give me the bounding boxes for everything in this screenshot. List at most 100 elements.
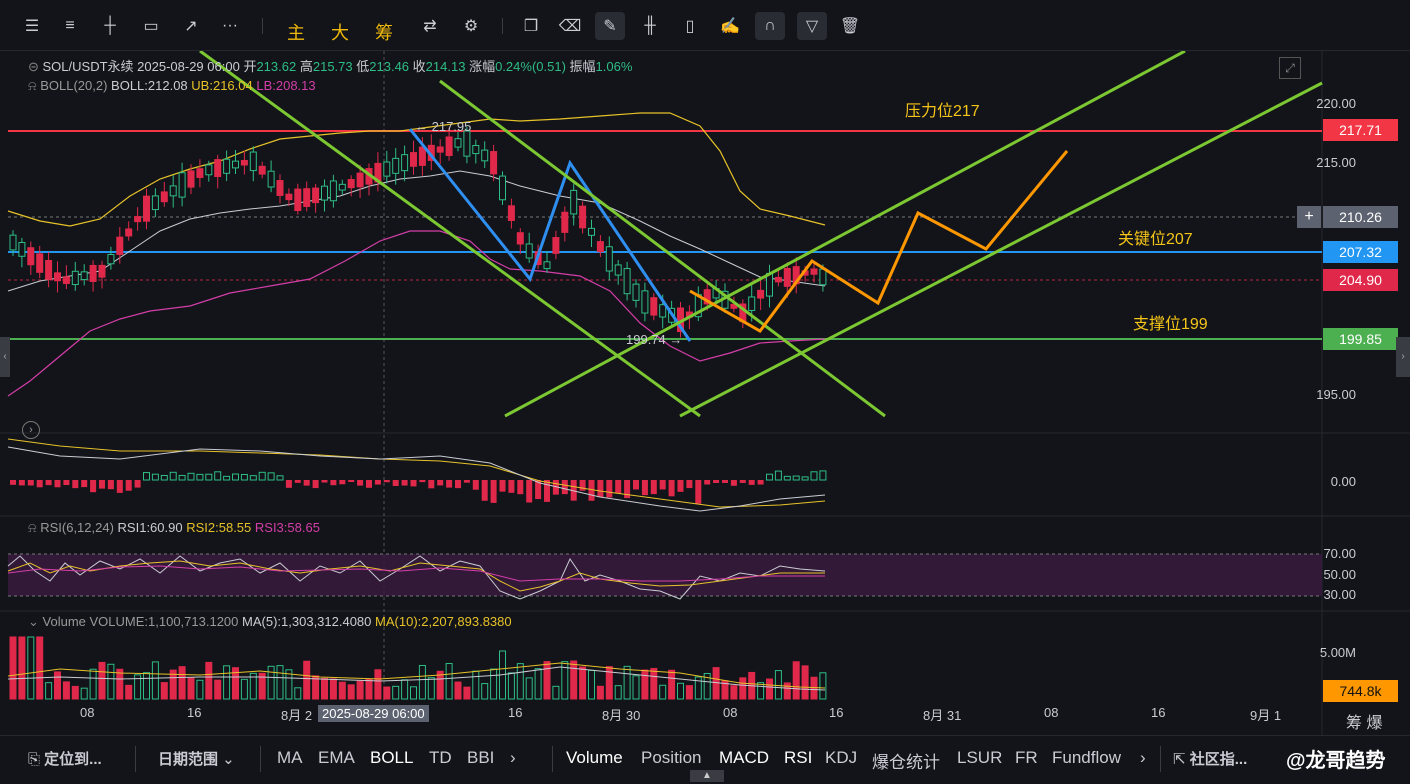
date-range-button[interactable]: 日期范围 ⌄: [158, 748, 235, 769]
volume-bar: [205, 661, 213, 700]
volume-bar: [321, 677, 328, 700]
candle-body: [703, 289, 711, 305]
indicator-bbi[interactable]: BBI: [467, 748, 495, 767]
community-button[interactable]: ⇱ 社区指...: [1173, 748, 1247, 769]
high-marker: ← 217.95: [415, 119, 472, 134]
list-icon[interactable]: ≡: [65, 17, 75, 34]
edit-icon[interactable]: ✍: [720, 18, 740, 35]
magnet-icon[interactable]: ∩: [755, 12, 785, 40]
candle-body: [463, 130, 471, 157]
volume-tag: 744.8k: [1323, 680, 1398, 702]
clipboard-icon[interactable]: ▯: [685, 18, 695, 35]
chart-canvas[interactable]: [0, 51, 1410, 735]
volume-bar: [757, 682, 765, 700]
volume-bar: [267, 665, 275, 700]
candle-body: [810, 268, 818, 275]
volume-bar: [338, 681, 346, 700]
fullscreen-icon[interactable]: ⤢: [1279, 57, 1301, 79]
indicator-kdj[interactable]: KDJ: [825, 748, 858, 767]
volume-bar: [392, 685, 400, 700]
volume-bar: [525, 677, 533, 700]
bell-icon[interactable]: ⍾: [28, 78, 41, 93]
collapse-icon[interactable]: ⊝: [28, 59, 43, 74]
trend-tool-icon[interactable]: ↗: [184, 18, 198, 35]
indicator-fundflow[interactable]: Fundflow: [1052, 748, 1121, 767]
price-axis-label: 195.00: [1316, 387, 1356, 402]
candle-body: [45, 260, 53, 280]
crosshair-time-label: 2025-08-29 06:00: [318, 705, 429, 722]
chips-button[interactable]: 筹: [375, 23, 393, 43]
filter-icon[interactable]: ▽: [797, 12, 827, 40]
indicator-fr[interactable]: FR: [1015, 748, 1038, 767]
swap-icon[interactable]: ⇄: [423, 18, 437, 35]
indicator-volume[interactable]: Volume: [566, 748, 623, 767]
high-value: 215.73: [312, 59, 353, 74]
locate-button[interactable]: ⎘ 定位到...: [28, 748, 102, 769]
main-indicator-button[interactable]: 主: [287, 23, 305, 43]
chips-burst-label[interactable]: 筹 爆: [1346, 715, 1383, 732]
horizontal-line-icon[interactable]: ┼: [104, 17, 116, 34]
menu-icon[interactable]: ☰: [24, 18, 40, 35]
indicator-rsi[interactable]: RSI: [784, 748, 813, 767]
macd-bar: [695, 480, 702, 504]
collapse-panel-icon[interactable]: ▲: [690, 770, 724, 782]
copy-icon[interactable]: ❐: [523, 18, 539, 35]
add-alert-icon[interactable]: +: [1297, 206, 1321, 228]
eraser-icon[interactable]: ⌫: [558, 18, 582, 35]
time-axis-label: 16: [1151, 705, 1166, 720]
chevron-right-icon[interactable]: ›: [1140, 748, 1146, 767]
rsi-bell-icon[interactable]: ⍾: [28, 520, 41, 535]
volume-bar: [552, 685, 560, 700]
macd-bar: [615, 480, 622, 494]
volume-bar: [116, 668, 124, 700]
candle-body: [490, 151, 498, 175]
macd-bar: [757, 480, 764, 485]
macd-expand-icon[interactable]: ›: [22, 421, 40, 439]
low-label: 低: [356, 59, 370, 74]
volume-bar: [178, 666, 186, 700]
indicator-position[interactable]: Position: [641, 748, 702, 767]
macd-bar: [303, 480, 310, 486]
orange-projection: [689, 150, 1069, 333]
rsi1-value: RSI1:60.90: [117, 520, 183, 535]
right-scroll-handle[interactable]: ›: [1396, 337, 1410, 377]
indicator-macd[interactable]: MACD: [719, 748, 770, 767]
pen-icon[interactable]: ✎: [595, 12, 625, 40]
macd-bar: [686, 480, 693, 489]
chevron-right-icon[interactable]: ›: [510, 748, 516, 767]
open-label: 开: [243, 59, 257, 74]
volume-bar: [36, 636, 44, 700]
indicator-lsur[interactable]: LSUR: [957, 748, 1003, 767]
indicator-liquidation[interactable]: 爆仓统计: [872, 753, 940, 772]
chart-area[interactable]: ⊝ SOL/USDT永续 2025-08-29 06:00 开213.62 高2…: [0, 51, 1410, 735]
volume-collapse-icon[interactable]: ⌄: [28, 614, 43, 629]
indicator-td[interactable]: TD: [429, 748, 452, 767]
candle-body: [232, 160, 239, 169]
candles-icon[interactable]: ╫: [644, 17, 656, 34]
macd-bar: [552, 480, 559, 495]
indicator-boll[interactable]: BOLL: [370, 748, 414, 767]
settings-sliders-icon[interactable]: ⚙: [463, 18, 479, 35]
volume-bar: [187, 677, 195, 700]
volume-bar: [472, 670, 480, 700]
indicator-ema[interactable]: EMA: [318, 748, 355, 767]
candle-body: [18, 242, 26, 257]
left-scroll-handle[interactable]: ‹: [0, 337, 10, 377]
macd-bar: [499, 480, 506, 492]
macd-bar: [766, 473, 773, 481]
candle-body: [499, 175, 506, 201]
rectangle-icon[interactable]: ▭: [143, 18, 159, 35]
candle-body: [338, 183, 346, 191]
candle-body: [819, 268, 827, 286]
more-icon[interactable]: ···: [222, 17, 238, 34]
price-axis-label: 215.00: [1316, 155, 1356, 170]
candle-body: [134, 216, 142, 223]
candle-body: [481, 149, 489, 162]
trash-icon[interactable]: 🗑: [839, 18, 861, 35]
big-order-button[interactable]: 大: [331, 23, 349, 43]
vol-axis-label: 5.00M: [1319, 645, 1356, 660]
indicator-ma[interactable]: MA: [277, 748, 303, 767]
candle-body: [71, 270, 79, 286]
volume-bar: [196, 679, 204, 700]
candle-body: [151, 195, 159, 211]
